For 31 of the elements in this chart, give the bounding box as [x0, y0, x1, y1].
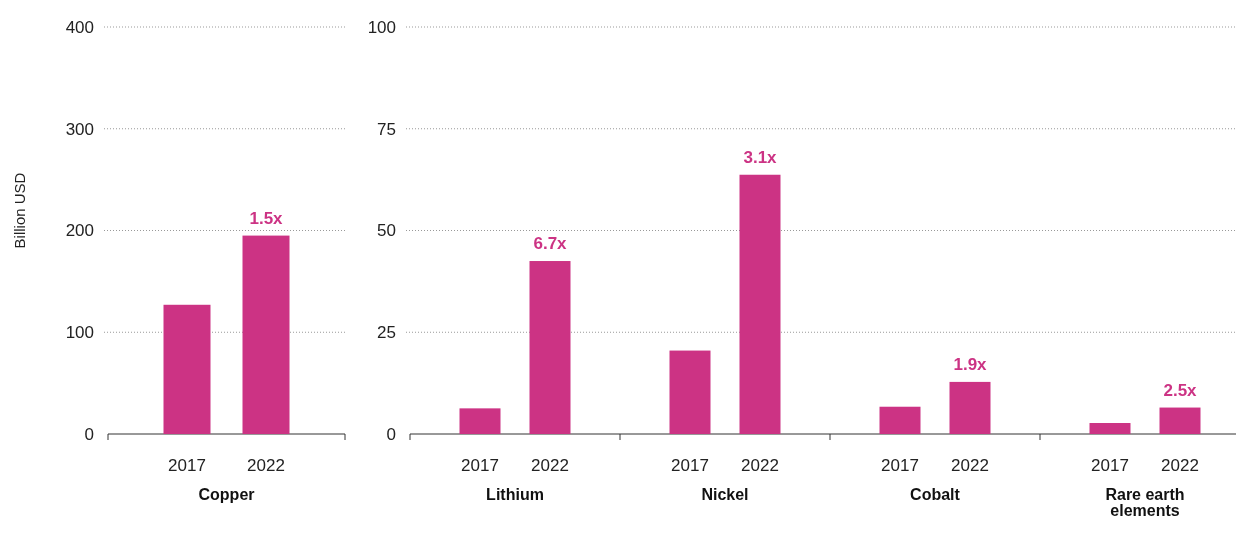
annotation: 2.5x	[1163, 380, 1198, 400]
x-tick-label: 2017	[671, 456, 709, 475]
x-tick-label: 2017	[1091, 456, 1129, 475]
annotation: 6.7x	[533, 234, 568, 254]
text: Rare earth elements	[1105, 486, 1185, 519]
y-tick-label: 0	[386, 424, 396, 444]
y-axis-title: Billion USD	[11, 172, 28, 249]
y-tick-label: 100	[65, 323, 94, 343]
annotation: 1.9x	[953, 354, 988, 374]
annotation: 3.1x	[743, 147, 778, 167]
y-tick-label: 25	[377, 323, 396, 343]
x-tick-label: 2017	[168, 456, 206, 475]
x-tick-label: 2022	[951, 456, 989, 475]
x-tick-label: 2022	[247, 456, 285, 475]
text: Lithium	[486, 486, 544, 503]
x-tick-label: 2022	[1161, 456, 1199, 475]
y-tick-label: 100	[367, 17, 396, 37]
text: Nickel	[701, 486, 749, 503]
x-tick-label: 2017	[461, 456, 499, 475]
y-tick-label: 400	[65, 17, 94, 37]
y-tick-label: 75	[377, 119, 396, 139]
text: Cobalt	[910, 486, 961, 503]
x-axis-title: Copper	[198, 486, 255, 503]
y-tick-label: 300	[65, 119, 94, 139]
y-tick-label: 50	[377, 221, 396, 241]
x-tick-label: 2022	[531, 456, 569, 475]
x-tick-label: 2022	[741, 456, 779, 475]
y-tick-label: 200	[65, 221, 94, 241]
y-tick-label: 0	[84, 424, 94, 444]
x-tick-label: 2017	[881, 456, 919, 475]
annotation: 1.5x	[249, 208, 284, 228]
